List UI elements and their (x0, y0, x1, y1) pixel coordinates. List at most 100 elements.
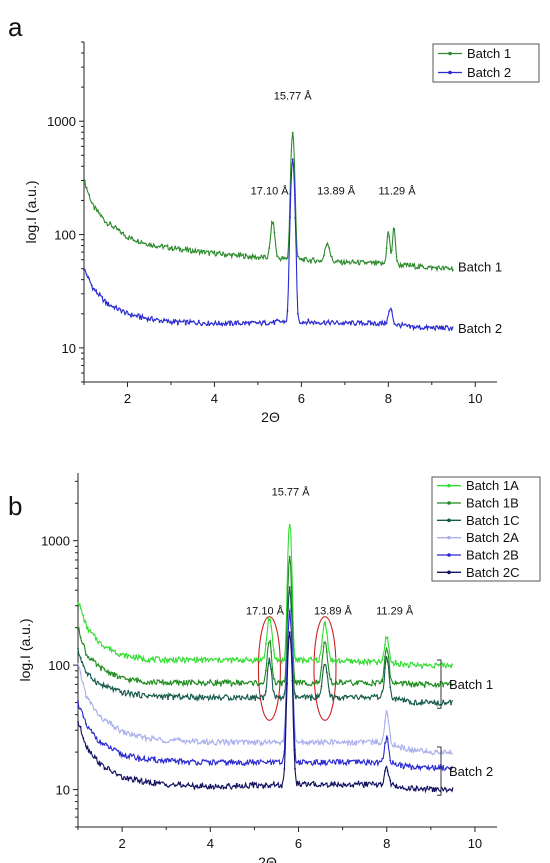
series-marker (288, 523, 291, 526)
series-marker (212, 785, 214, 788)
series-marker (442, 665, 445, 667)
x-tick-label: 8 (385, 391, 392, 406)
series-marker (384, 643, 386, 646)
series-marker (180, 681, 183, 683)
series-marker (227, 698, 230, 701)
series-marker (365, 741, 368, 743)
series-marker (239, 323, 242, 326)
series-marker (82, 614, 85, 617)
series-marker (328, 322, 331, 324)
series-marker (388, 235, 391, 238)
series-marker (257, 258, 260, 260)
series-marker (235, 695, 238, 697)
series-marker (270, 321, 273, 324)
series-marker (124, 753, 127, 756)
series-marker (238, 783, 241, 786)
series-marker (272, 740, 275, 743)
series-marker (362, 259, 364, 262)
x-tick-label: 6 (295, 836, 302, 851)
series-marker (197, 319, 200, 322)
series-marker (145, 759, 148, 762)
peak-annotation: 15.77 Å (272, 486, 311, 499)
series-marker (448, 329, 451, 331)
series-marker (450, 328, 453, 331)
series-marker (159, 759, 161, 761)
series-marker (392, 698, 394, 701)
series-marker (259, 682, 262, 685)
series-marker (100, 665, 103, 668)
series-marker (278, 697, 280, 699)
series-marker (220, 787, 222, 790)
series-marker (265, 642, 267, 645)
series-marker (323, 762, 325, 765)
series-marker (394, 700, 397, 702)
series-marker (209, 741, 212, 744)
series-marker (169, 680, 172, 683)
series-marker (349, 760, 352, 762)
series-marker (124, 678, 127, 680)
series-marker (325, 650, 328, 653)
series-marker (101, 296, 104, 298)
series-marker (283, 320, 286, 323)
series-marker (417, 267, 419, 270)
series-marker (195, 323, 198, 326)
series-marker (196, 698, 199, 701)
series-marker (177, 656, 180, 659)
y-tick-label: 1000 (47, 114, 76, 129)
series-marker (220, 661, 222, 663)
series-marker (397, 663, 400, 665)
series-marker (140, 759, 143, 762)
legend-label: Batch 1 (467, 46, 511, 61)
series-marker (188, 658, 191, 660)
series-marker (272, 762, 275, 765)
series-marker (82, 682, 85, 684)
series-marker (360, 739, 363, 742)
series-marker (397, 682, 400, 685)
series-marker (380, 263, 383, 266)
series-marker (278, 680, 280, 683)
series-marker (233, 785, 236, 788)
series-marker (349, 262, 351, 265)
series-marker (241, 739, 244, 742)
series-marker (263, 254, 265, 257)
series-marker (360, 680, 363, 683)
series-marker (402, 767, 405, 770)
series-marker (413, 767, 415, 770)
series-marker (164, 696, 167, 698)
series-marker (262, 682, 265, 685)
series-marker (310, 261, 312, 264)
series-marker (195, 251, 198, 254)
series-marker (98, 683, 101, 685)
series-marker (381, 757, 384, 760)
series-marker (364, 261, 367, 264)
series-marker (106, 768, 108, 771)
series-marker (233, 762, 236, 764)
series-marker (396, 260, 398, 262)
peak-annotation: 17.10 Å (251, 185, 290, 198)
series-marker (235, 739, 238, 742)
series-marker (270, 651, 273, 653)
series-marker (317, 695, 320, 698)
series-marker (85, 695, 87, 698)
series-marker (310, 699, 312, 701)
series-marker (254, 761, 257, 764)
series-marker (225, 763, 228, 766)
series-marker (409, 326, 411, 329)
series-marker (400, 681, 402, 683)
series-marker (268, 247, 271, 250)
series-marker (206, 657, 209, 660)
series-marker (85, 186, 88, 189)
series-marker (159, 737, 161, 739)
series-marker (224, 255, 226, 258)
series-marker (106, 686, 108, 689)
series-marker (140, 240, 143, 243)
series-marker (234, 320, 237, 323)
series-marker (241, 661, 244, 663)
series-marker (310, 684, 312, 687)
series-marker (222, 787, 225, 790)
series-marker (444, 751, 447, 754)
series-marker (201, 694, 204, 697)
series-marker (376, 663, 378, 665)
series-marker (252, 255, 255, 258)
series-marker (138, 760, 140, 762)
